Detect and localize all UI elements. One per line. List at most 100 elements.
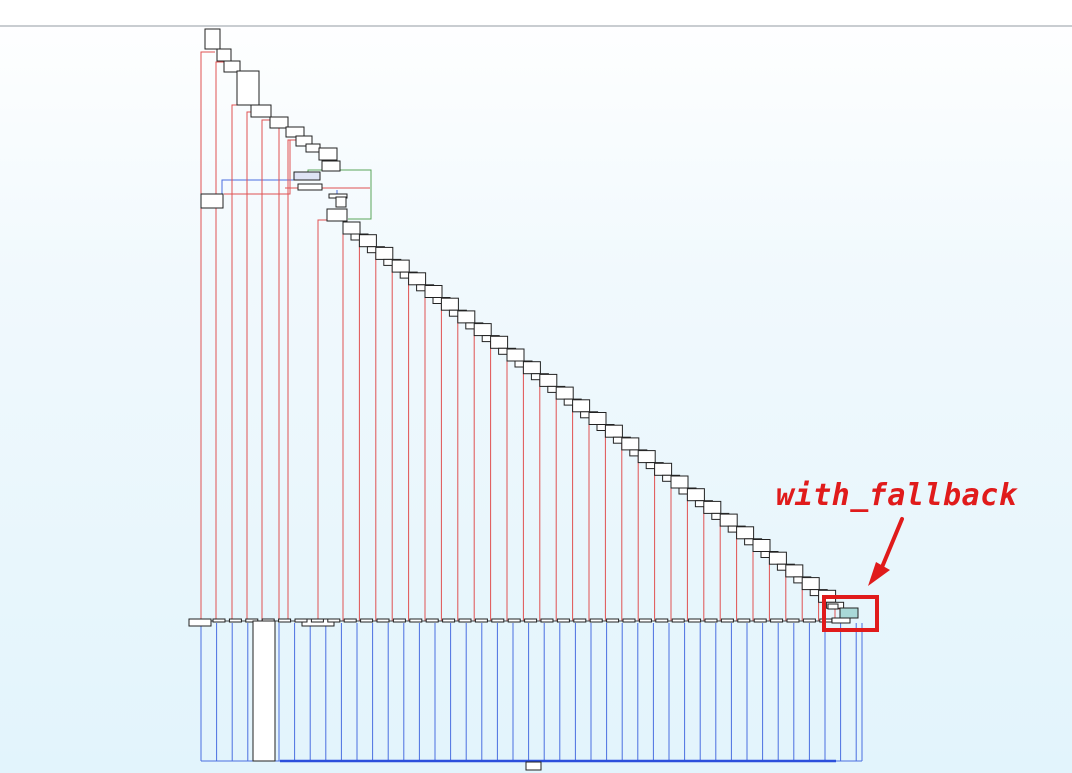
case-node xyxy=(555,386,574,400)
loop-edge xyxy=(224,140,291,195)
case-node xyxy=(440,297,459,311)
case-node xyxy=(621,437,640,451)
case-node xyxy=(752,539,771,552)
false-edge xyxy=(473,329,492,621)
merge-stub xyxy=(360,618,374,623)
false-edge xyxy=(246,111,261,621)
case-node xyxy=(686,488,705,502)
false-edge xyxy=(342,227,360,621)
merge-stub xyxy=(704,618,718,623)
false-edge xyxy=(424,291,442,621)
false-edge xyxy=(215,61,230,621)
merge-stub xyxy=(638,618,652,623)
false-edge xyxy=(670,481,688,621)
callout-arrow-shaft xyxy=(878,517,904,574)
merge-stub xyxy=(507,618,521,623)
merge-stub xyxy=(442,618,456,623)
false-edge xyxy=(555,392,574,621)
side-node xyxy=(200,193,224,209)
merge-stub xyxy=(688,618,702,623)
false-edge xyxy=(522,367,541,621)
entry-node xyxy=(250,104,272,118)
case-node xyxy=(670,475,689,489)
case-node xyxy=(539,373,558,387)
edges-layer xyxy=(190,48,863,763)
merge-stub xyxy=(622,618,636,623)
merge-stub xyxy=(655,618,669,623)
fallback-pred-node xyxy=(827,603,839,610)
merge-stub xyxy=(327,618,341,623)
toolbar-strip xyxy=(0,0,1072,27)
case-node xyxy=(424,285,443,298)
entry-node xyxy=(204,28,221,50)
false-edge xyxy=(490,341,508,621)
cluster-node xyxy=(318,147,338,161)
false-edge xyxy=(736,532,754,621)
false-edge xyxy=(719,519,738,621)
false-edge xyxy=(358,240,377,621)
entry-node xyxy=(223,60,241,73)
false-edge xyxy=(588,418,606,621)
merge-stub xyxy=(671,618,685,623)
merge-stub xyxy=(524,618,538,623)
false-edge xyxy=(637,456,656,621)
false-edge xyxy=(231,104,246,621)
false-edge xyxy=(539,379,557,621)
false-edge xyxy=(703,506,721,621)
false-edge xyxy=(375,252,393,621)
false-edge xyxy=(287,139,302,621)
false-edge xyxy=(278,127,293,621)
case-node xyxy=(801,577,820,591)
false-edge xyxy=(506,354,524,621)
entry-node xyxy=(295,135,313,147)
merge-stub xyxy=(376,618,390,623)
merge-node xyxy=(188,618,212,627)
merge-stub xyxy=(573,618,587,623)
case-node xyxy=(572,399,591,413)
merge-stub xyxy=(556,618,570,623)
merge-stub xyxy=(786,618,800,623)
case-node xyxy=(490,335,509,349)
case-node xyxy=(703,500,722,514)
merge-stub xyxy=(212,618,226,623)
case-node xyxy=(654,462,673,476)
case-node xyxy=(719,513,738,527)
entry-node xyxy=(216,48,232,62)
false-edge xyxy=(572,405,590,621)
highlight-box xyxy=(822,595,879,632)
merge-stub xyxy=(228,618,242,623)
merge-stub xyxy=(802,618,816,623)
merge-stub xyxy=(343,618,357,623)
nodes-layer xyxy=(188,28,859,771)
entry-node xyxy=(305,143,321,153)
cluster-node xyxy=(297,183,323,191)
case-node xyxy=(358,234,377,248)
case-node xyxy=(522,361,541,375)
merge-stub xyxy=(392,618,406,623)
entry-node xyxy=(269,116,289,129)
case-node xyxy=(375,246,394,260)
case-node xyxy=(604,424,623,438)
cluster-node xyxy=(321,160,341,172)
cluster-node xyxy=(335,196,347,208)
merge-stub xyxy=(753,618,767,623)
false-edge xyxy=(391,265,410,621)
case-node xyxy=(736,526,755,540)
merge-stub xyxy=(425,618,439,623)
case-node xyxy=(473,323,492,337)
case-node xyxy=(785,564,804,578)
merge-stub xyxy=(474,618,488,623)
merge-stub xyxy=(770,618,784,623)
merge-stub xyxy=(491,618,505,623)
case-node xyxy=(391,259,410,273)
cluster-node xyxy=(293,171,321,181)
exit-node xyxy=(525,761,542,771)
merge-stub xyxy=(737,618,751,623)
false-edge xyxy=(261,119,276,621)
false-edge xyxy=(317,219,332,621)
merge-stub xyxy=(720,618,734,623)
false-edge xyxy=(457,316,475,621)
case-node xyxy=(408,272,427,286)
merge-stub xyxy=(294,618,308,623)
